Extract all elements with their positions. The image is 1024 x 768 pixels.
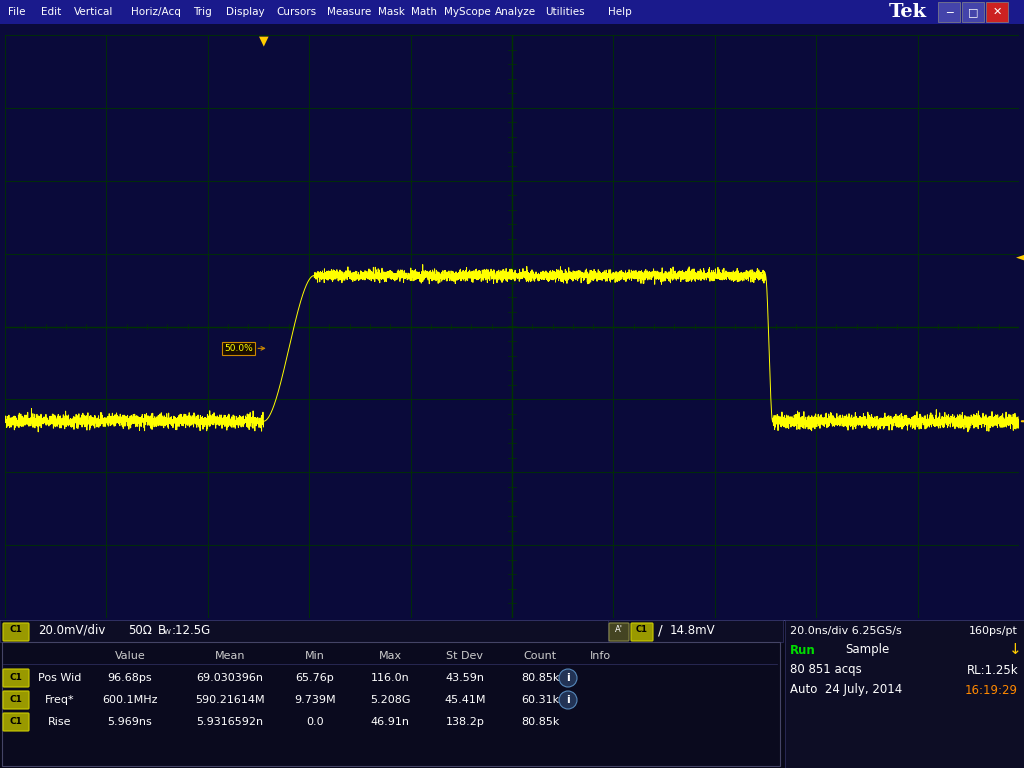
Text: Analyze: Analyze — [495, 7, 537, 17]
Text: 46.91n: 46.91n — [371, 717, 410, 727]
Text: i: i — [566, 673, 570, 683]
Text: 160ps/pt: 160ps/pt — [969, 626, 1018, 636]
Bar — [608, 620, 783, 642]
Text: C1: C1 — [636, 625, 648, 634]
FancyBboxPatch shape — [3, 713, 29, 731]
Text: 96.68ps: 96.68ps — [108, 673, 153, 683]
Text: Measure: Measure — [328, 7, 372, 17]
Text: Value: Value — [115, 651, 145, 661]
Text: Cursors: Cursors — [276, 7, 316, 17]
Text: /: / — [658, 623, 663, 637]
Text: A': A' — [615, 625, 623, 634]
Text: ↓: ↓ — [1009, 643, 1021, 657]
Text: Rise: Rise — [48, 717, 72, 727]
Text: C1: C1 — [9, 717, 23, 727]
Text: Mean: Mean — [215, 651, 246, 661]
Text: Vertical: Vertical — [75, 7, 114, 17]
FancyBboxPatch shape — [3, 669, 29, 687]
Text: Sample: Sample — [845, 644, 889, 657]
Text: Mask: Mask — [378, 7, 404, 17]
Text: 20.0mV/div: 20.0mV/div — [38, 624, 105, 637]
Text: W: W — [164, 629, 171, 635]
Text: Auto  24 July, 2014: Auto 24 July, 2014 — [790, 684, 902, 697]
Text: C1: C1 — [9, 674, 23, 683]
Bar — [962, 2, 984, 22]
Text: 9.739M: 9.739M — [294, 695, 336, 705]
Text: Run: Run — [790, 644, 816, 657]
Bar — [0, 620, 1024, 621]
Text: 600.1MHz: 600.1MHz — [102, 695, 158, 705]
Text: 590.21614M: 590.21614M — [196, 695, 265, 705]
Text: 80.85k: 80.85k — [521, 717, 559, 727]
Bar — [0, 620, 1024, 768]
Text: Math: Math — [412, 7, 437, 17]
Text: ▼: ▼ — [259, 34, 269, 47]
Text: Utilities: Utilities — [546, 7, 586, 17]
Text: 5.9316592n: 5.9316592n — [197, 717, 263, 727]
Text: ◄: ◄ — [1016, 251, 1024, 264]
Text: MyScope: MyScope — [444, 7, 492, 17]
Text: i: i — [566, 695, 570, 705]
Text: Help: Help — [608, 7, 632, 17]
Text: :12.5G: :12.5G — [172, 624, 211, 637]
Text: 80.85k: 80.85k — [521, 673, 559, 683]
Text: St Dev: St Dev — [446, 651, 483, 661]
Text: 60.31k: 60.31k — [521, 695, 559, 705]
Text: 16:19:29: 16:19:29 — [965, 684, 1018, 697]
FancyBboxPatch shape — [609, 623, 629, 641]
Text: File: File — [8, 7, 26, 17]
Text: 138.2p: 138.2p — [445, 717, 484, 727]
FancyBboxPatch shape — [3, 623, 29, 641]
Text: Edit: Edit — [41, 7, 61, 17]
Text: Horiz/Acq: Horiz/Acq — [131, 7, 180, 17]
Text: Display: Display — [226, 7, 265, 17]
Text: 69.030396n: 69.030396n — [197, 673, 263, 683]
Bar — [2, 642, 780, 766]
Text: 45.41M: 45.41M — [444, 695, 485, 705]
Bar — [986, 2, 1008, 22]
Text: □: □ — [968, 7, 978, 17]
Text: 5.208G: 5.208G — [370, 695, 411, 705]
Bar — [0, 620, 620, 642]
Text: Tek: Tek — [889, 3, 927, 21]
Text: C1: C1 — [9, 696, 23, 704]
Text: 5.969ns: 5.969ns — [108, 717, 153, 727]
FancyBboxPatch shape — [631, 623, 653, 641]
Text: 65.76p: 65.76p — [296, 673, 335, 683]
Bar — [785, 620, 1024, 768]
Text: RL:1.25k: RL:1.25k — [967, 664, 1018, 677]
Text: ─: ─ — [945, 7, 952, 17]
Bar — [0, 0, 1024, 24]
Text: 14.8mV: 14.8mV — [670, 624, 716, 637]
FancyBboxPatch shape — [3, 691, 29, 709]
Text: 116.0n: 116.0n — [371, 673, 410, 683]
Text: ✕: ✕ — [992, 7, 1001, 17]
Text: Min: Min — [305, 651, 325, 661]
Text: C1: C1 — [9, 625, 23, 634]
Text: Count: Count — [523, 651, 557, 661]
Text: 43.59n: 43.59n — [445, 673, 484, 683]
Text: 0.0: 0.0 — [306, 717, 324, 727]
Circle shape — [559, 691, 577, 709]
Text: 50.0%: 50.0% — [224, 344, 264, 353]
Text: Max: Max — [379, 651, 401, 661]
Text: Trig: Trig — [193, 7, 212, 17]
Text: Freq*: Freq* — [45, 695, 75, 705]
Bar — [938, 2, 961, 22]
Text: Pos Wid: Pos Wid — [38, 673, 82, 683]
Text: 50Ω: 50Ω — [128, 624, 152, 637]
Text: 80 851 acqs: 80 851 acqs — [790, 664, 862, 677]
Text: B: B — [158, 624, 166, 637]
Circle shape — [559, 669, 577, 687]
Text: 20.0ns/div 6.25GS/s: 20.0ns/div 6.25GS/s — [790, 626, 902, 636]
Text: Info: Info — [590, 651, 610, 661]
